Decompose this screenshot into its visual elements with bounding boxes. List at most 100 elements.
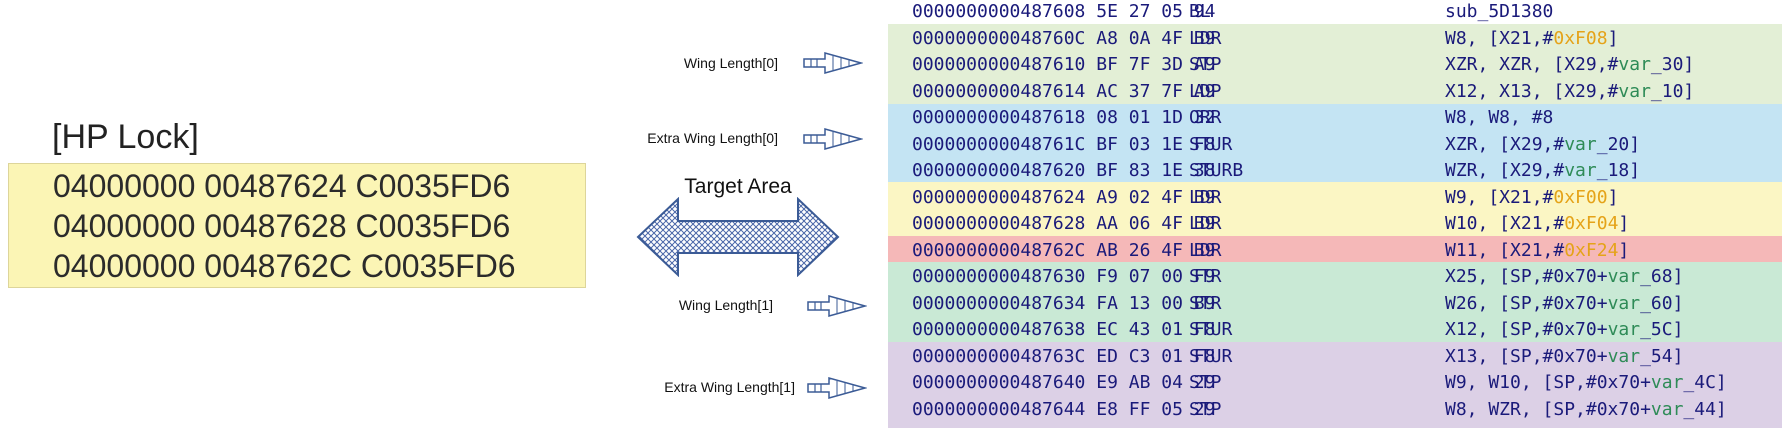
instruction-address: 0000000000487630 — [912, 266, 1097, 287]
disassembly-row: 0000000000487634 FA 13 00 B9 STR W26, [SP,… — [912, 292, 1683, 316]
disassembly-row: 0000000000487618 08 01 1D 32 ORR W8, W8, #… — [912, 106, 1553, 130]
disassembly-row: 000000000048760C A8 0A 4F B9 LDR W8, [X21,… — [912, 27, 1618, 51]
instruction-address: 000000000048762C — [912, 239, 1097, 261]
instruction-bytes: BF 03 1E F8 — [1096, 133, 1216, 155]
disassembly-row: 000000000048761C BF 03 1E F8 STUR XZR, [X2… — [912, 133, 1640, 157]
instruction-bytes: BF 7F 3D A9 — [1096, 54, 1216, 75]
instruction-mnemonic: STP — [1189, 398, 1222, 420]
instruction-bytes: EC 43 01 F8 — [1096, 319, 1216, 340]
disassembly-row: 0000000000487620 BF 83 1E 38 STURB WZR, [X… — [912, 159, 1640, 183]
instruction-address: 0000000000487618 — [912, 107, 1097, 128]
double-arrow-icon — [636, 197, 840, 277]
group-extra-wing-length-1-band — [888, 342, 1782, 428]
instruction-mnemonic: LDR — [1189, 239, 1222, 261]
disassembly-row: 0000000000487638 EC 43 01 F8 STUR X12, [SP… — [912, 318, 1683, 342]
instruction-operands: X25, [SP,#0x70+var_68] — [1445, 266, 1684, 287]
disassembly-row: 0000000000487640 E9 AB 04 29 STP W9, W10, … — [912, 371, 1727, 395]
disassembly-row: 0000000000487630 F9 07 00 F9 STR X25, [SP,… — [912, 265, 1683, 289]
instruction-mnemonic: STUR — [1189, 133, 1233, 155]
instruction-bytes: E9 AB 04 29 — [1096, 372, 1216, 393]
instruction-mnemonic: STR — [1189, 266, 1222, 287]
hp-lock-title: [HP Lock] — [52, 118, 199, 156]
instruction-operands: W9, [X21,#0xF00] — [1445, 186, 1619, 208]
instruction-address: 0000000000487620 — [912, 160, 1097, 181]
hp-lock-code-box: 04000000 00487624 C0035FD6 04000000 0048… — [8, 163, 586, 288]
instruction-mnemonic: STUR — [1189, 319, 1233, 340]
instruction-address: 000000000048763C — [912, 345, 1097, 367]
instruction-mnemonic: LDR — [1189, 213, 1222, 234]
instruction-address: 000000000048761C — [912, 133, 1097, 155]
hp-lock-line: 04000000 00487628 C0035FD6 — [53, 208, 511, 244]
instruction-mnemonic: LDP — [1189, 80, 1222, 102]
instruction-address: 0000000000487608 — [912, 1, 1097, 22]
disassembly-row: 000000000048762C AB 26 4F B9 LDR W11, [X21… — [912, 239, 1629, 263]
instruction-bytes: 08 01 1D 32 — [1096, 107, 1216, 128]
label-extra-wing-length-1: Extra Wing Length[1] — [664, 379, 795, 395]
hp-lock-line: 04000000 0048762C C0035FD6 — [53, 248, 516, 284]
instruction-bytes: F9 07 00 F9 — [1096, 266, 1216, 287]
disassembly-row: 0000000000487614 AC 37 7F A9 LDP X12, X13,… — [912, 80, 1694, 104]
instruction-operands: XZR, XZR, [X29,#var_30] — [1445, 54, 1695, 75]
disassembly-row: 0000000000487624 A9 02 4F B9 LDR W9, [X21,… — [912, 186, 1618, 210]
group-extra-wing-length-0-band — [888, 104, 1782, 182]
instruction-operands: W9, W10, [SP,#0x70+var_4C] — [1445, 372, 1727, 393]
instruction-bytes: ED C3 01 F8 — [1096, 345, 1216, 367]
instruction-address: 0000000000487614 — [912, 80, 1097, 102]
highlighted-instruction-row — [888, 236, 1782, 262]
label-wing-length-0: Wing Length[0] — [683, 55, 778, 71]
instruction-operands: W8, [X21,#0xF08] — [1445, 27, 1619, 49]
instruction-mnemonic: ORR — [1189, 107, 1222, 128]
instruction-address: 0000000000487628 — [912, 213, 1097, 234]
instruction-address: 0000000000487638 — [912, 319, 1097, 340]
instruction-operands: W8, WZR, [SP,#0x70+var_44] — [1445, 398, 1727, 420]
right-arrow-icon — [807, 377, 867, 399]
instruction-operands: X12, [SP,#0x70+var_5C] — [1445, 319, 1684, 340]
disassembly-row: 0000000000487608 5E 27 05 94 BL sub_5D1380 — [912, 0, 1553, 24]
instruction-bytes: BF 83 1E 38 — [1096, 160, 1216, 181]
instruction-mnemonic: STR — [1189, 292, 1222, 314]
instruction-address: 0000000000487624 — [912, 186, 1097, 208]
instruction-bytes: AB 26 4F B9 — [1096, 239, 1216, 261]
disassembly-row: 000000000048763C ED C3 01 F8 STUR X13, [SP… — [912, 345, 1683, 369]
instruction-mnemonic: LDR — [1189, 186, 1222, 208]
instruction-operands: WZR, [X29,#var_18] — [1445, 160, 1641, 181]
disassembly-row: 0000000000487610 BF 7F 3D A9 STP XZR, XZR,… — [912, 53, 1694, 77]
instruction-address: 000000000048760C — [912, 27, 1097, 49]
group-wing-length-0-band — [888, 24, 1782, 104]
instruction-operands: X12, X13, [X29,#var_10] — [1445, 80, 1695, 102]
instruction-bytes: AC 37 7F A9 — [1096, 80, 1216, 102]
instruction-mnemonic: STP — [1189, 54, 1222, 75]
instruction-bytes: A9 02 4F B9 — [1096, 186, 1216, 208]
disassembly-row: 0000000000487644 E8 FF 05 29 STP W8, WZR, … — [912, 398, 1727, 422]
right-arrow-icon — [807, 295, 867, 317]
disassembly-row: 0000000000487628 AA 06 4F B9 LDR W10, [X21… — [912, 212, 1629, 236]
instruction-mnemonic: BL — [1189, 1, 1211, 22]
right-arrow-icon — [803, 128, 863, 150]
instruction-address: 0000000000487644 — [912, 398, 1097, 420]
instruction-mnemonic: LDR — [1189, 27, 1222, 49]
instruction-bytes: A8 0A 4F B9 — [1096, 27, 1216, 49]
label-wing-length-1: Wing Length[1] — [678, 297, 773, 313]
instruction-operands: XZR, [X29,#var_20] — [1445, 133, 1641, 155]
instruction-mnemonic: STUR — [1189, 345, 1233, 367]
instruction-mnemonic: STP — [1189, 372, 1222, 393]
instruction-bytes: 5E 27 05 94 — [1096, 1, 1216, 22]
instruction-mnemonic: STURB — [1189, 160, 1244, 181]
instruction-operands: X13, [SP,#0x70+var_54] — [1445, 345, 1684, 367]
instruction-address: 0000000000487634 — [912, 292, 1097, 314]
instruction-bytes: E8 FF 05 29 — [1096, 398, 1216, 420]
instruction-operands: W10, [X21,#0xF04] — [1445, 213, 1630, 234]
instruction-bytes: FA 13 00 B9 — [1096, 292, 1216, 314]
instruction-operands: sub_5D1380 — [1445, 1, 1554, 22]
group-wing-length-1-band — [888, 262, 1782, 342]
instruction-operands: W26, [SP,#0x70+var_60] — [1445, 292, 1684, 314]
label-extra-wing-length-0: Extra Wing Length[0] — [647, 130, 778, 146]
instruction-operands: W11, [X21,#0xF24] — [1445, 239, 1630, 261]
instruction-address: 0000000000487610 — [912, 54, 1097, 75]
hp-lock-line: 04000000 00487624 C0035FD6 — [53, 168, 511, 204]
instruction-address: 0000000000487640 — [912, 372, 1097, 393]
instruction-bytes: AA 06 4F B9 — [1096, 213, 1216, 234]
right-arrow-icon — [803, 52, 863, 74]
instruction-operands: W8, W8, #8 — [1445, 107, 1554, 128]
target-area-label: Target Area — [684, 175, 792, 198]
